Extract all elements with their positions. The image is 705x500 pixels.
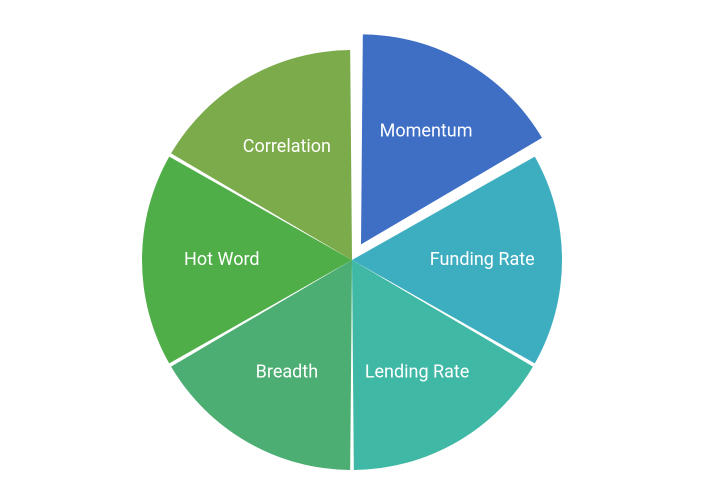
pie-svg: Momentum Funding Rate Lending Rate Breadth H… bbox=[0, 0, 705, 500]
pie-chart: Momentum Funding Rate Lending Rate Breadth H… bbox=[0, 0, 705, 500]
pie-slice-label: Correlation bbox=[243, 136, 331, 157]
pie-slice-label: Breadth bbox=[256, 362, 318, 383]
pie-slice-label: Lending Rate bbox=[365, 362, 470, 383]
pie-slice-label: Hot Word bbox=[184, 249, 260, 270]
pie-slice-label: Momentum bbox=[380, 120, 473, 141]
pie-slice-label: Funding Rate bbox=[430, 249, 535, 270]
